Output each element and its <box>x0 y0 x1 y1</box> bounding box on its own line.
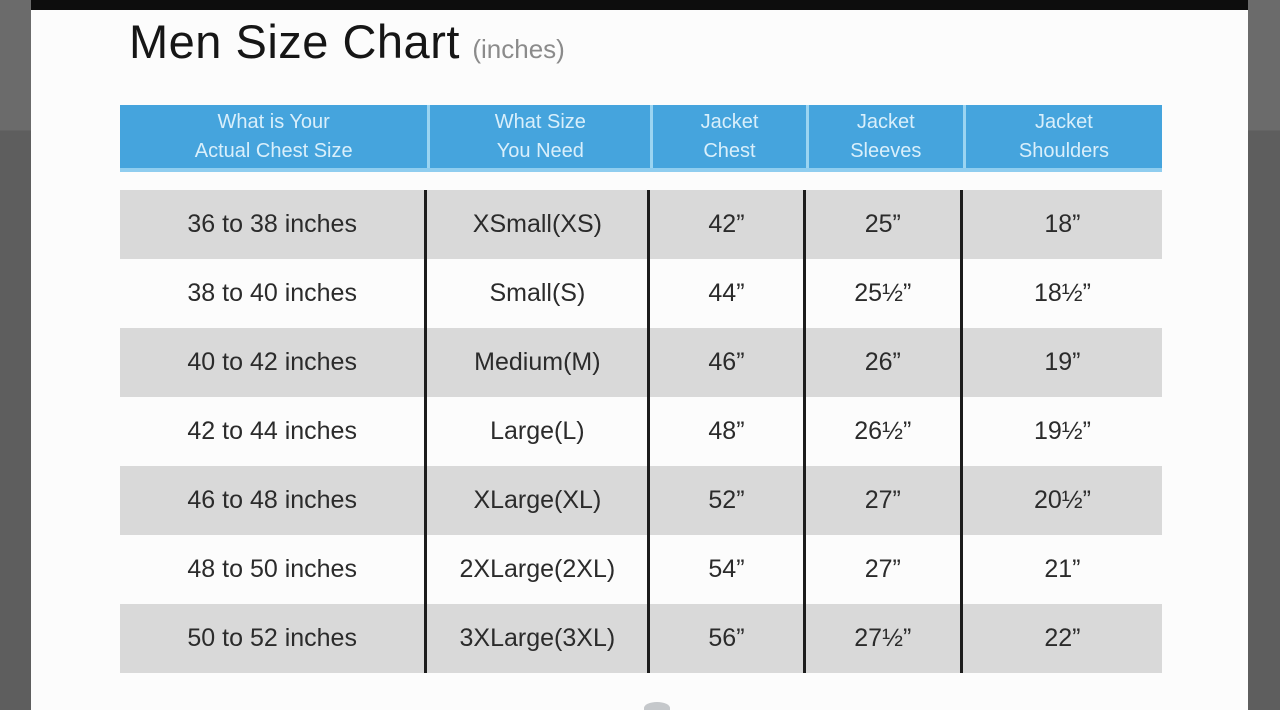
table-row: 50 to 52 inches 3XLarge(3XL) 56” 27½” 22” <box>120 604 1162 673</box>
table-cell: Large(L) <box>427 397 651 466</box>
column-header-line2: Actual Chest Size <box>194 139 353 162</box>
table-cell: 19” <box>1044 348 1081 376</box>
header-body-gap <box>120 172 1162 190</box>
table-cell: XLarge(XL) <box>427 466 651 535</box>
table-cell: 20½” <box>1033 486 1091 514</box>
table-row: 40 to 42 inches Medium(M) 46” 26” 19” <box>120 328 1162 397</box>
table-cell: 46 to 48 inches <box>120 466 428 535</box>
column-header-line2: Chest <box>703 139 756 162</box>
table-cell: Medium(M) <box>427 328 651 397</box>
table-cell: 46” <box>650 328 806 397</box>
left-letterbox-strip <box>0 0 31 710</box>
column-header-line1: Jacket <box>1035 110 1093 133</box>
table-cell: 3XLarge(3XL) <box>427 604 651 673</box>
table-cell: 48” <box>650 397 806 466</box>
table-cell: 52” <box>650 466 806 535</box>
table-cell: 54” <box>650 535 806 604</box>
table-row: 42 to 44 inches Large(L) 48” 26½” 19½” <box>120 397 1162 466</box>
table-cell: 27½” <box>806 604 963 673</box>
column-header-line1: What is Your <box>217 110 330 133</box>
table-cell: 25” <box>806 190 963 259</box>
top-letterbox-bar <box>31 0 1248 10</box>
table-cell: 27” <box>806 535 963 604</box>
table-row: 46 to 48 inches XLarge(XL) 52” 27” 20½” <box>120 466 1162 535</box>
column-header: What is Your Actual Chest Size <box>120 105 427 168</box>
title-block: Men Size Chart (inches) <box>129 14 565 69</box>
table-cell: 36 to 38 inches <box>120 190 428 259</box>
table-row: 38 to 40 inches Small(S) 44” 25½” 18½” <box>120 259 1162 328</box>
table-header-row: What is Your Actual Chest Size What Size Yo… <box>120 105 1162 172</box>
table-cell: 44” <box>650 259 806 328</box>
column-header-line1: Jacket <box>856 110 915 133</box>
column-header: Jacket Shoulders <box>962 105 1162 168</box>
column-header-line1: What Size <box>494 110 586 133</box>
column-header-line1: Jacket <box>700 110 759 133</box>
table-cell: 26” <box>806 328 963 397</box>
page-title: Men Size Chart <box>129 15 460 68</box>
table-body: 36 to 38 inches XSmall(XS) 42” 25” 18” 38 to … <box>120 190 1162 673</box>
table-cell: 21” <box>1044 555 1081 583</box>
table-cell: 40 to 42 inches <box>120 328 428 397</box>
column-header: What Size You Need <box>427 105 650 168</box>
table-cell: Small(S) <box>427 259 651 328</box>
table-cell: 19½” <box>1033 417 1091 445</box>
table-cell: 42 to 44 inches <box>120 397 428 466</box>
table-cell: 42” <box>650 190 806 259</box>
table-cell: XSmall(XS) <box>427 190 651 259</box>
table-row: 48 to 50 inches 2XLarge(2XL) 54” 27” 21” <box>120 535 1162 604</box>
table-cell: 50 to 52 inches <box>120 604 428 673</box>
column-header-line2: You Need <box>496 139 584 162</box>
table-cell: 18½” <box>1033 279 1091 307</box>
cropped-bottom-object <box>644 702 670 710</box>
table-row: 36 to 38 inches XSmall(XS) 42” 25” 18” <box>120 190 1162 259</box>
table-cell: 26½” <box>806 397 963 466</box>
title-unit-label: (inches) <box>472 34 565 64</box>
table-cell: 25½” <box>806 259 963 328</box>
table-cell: 38 to 40 inches <box>120 259 428 328</box>
column-header-line2: Shoulders <box>1018 139 1109 162</box>
size-chart-table: What is Your Actual Chest Size What Size Yo… <box>120 105 1162 673</box>
table-cell: 22” <box>1044 624 1081 652</box>
column-header-line2: Sleeves <box>850 139 922 162</box>
right-letterbox-strip <box>1248 0 1280 710</box>
column-header: Jacket Chest <box>650 105 805 168</box>
table-cell: 18” <box>1044 210 1081 238</box>
column-header: Jacket Sleeves <box>805 105 963 168</box>
table-cell: 27” <box>806 466 963 535</box>
table-cell: 2XLarge(2XL) <box>427 535 651 604</box>
table-cell: 48 to 50 inches <box>120 535 428 604</box>
table-cell: 56” <box>650 604 806 673</box>
